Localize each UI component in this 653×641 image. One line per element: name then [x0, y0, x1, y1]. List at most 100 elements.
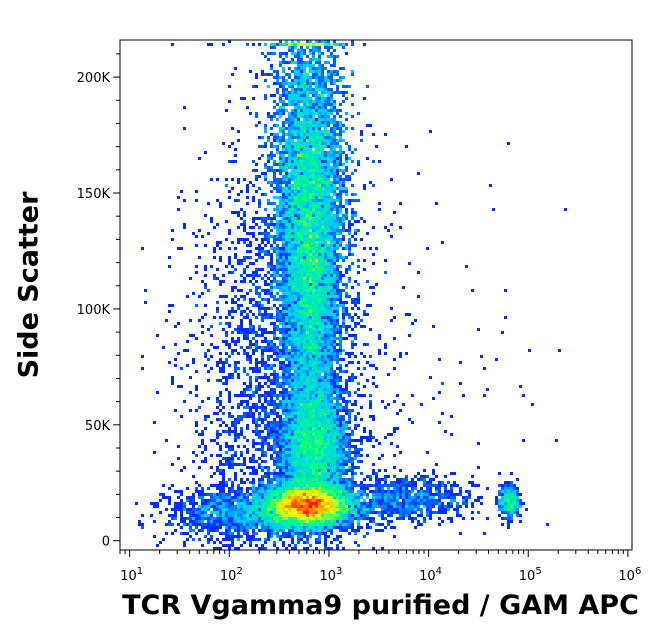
event-dot — [288, 49, 291, 52]
event-dot — [291, 193, 294, 196]
event-dot — [333, 127, 336, 130]
event-dot — [330, 388, 333, 391]
event-dot — [348, 253, 351, 256]
event-dot — [303, 190, 306, 193]
event-dot — [234, 160, 237, 163]
event-dot — [309, 85, 312, 88]
event-dot — [324, 193, 327, 196]
event-dot — [303, 271, 306, 274]
event-dot — [342, 421, 345, 424]
event-dot — [330, 100, 333, 103]
event-dot — [291, 385, 294, 388]
event-dot — [264, 283, 267, 286]
event-dot — [294, 475, 297, 478]
event-dot — [291, 415, 294, 418]
event-dot — [276, 244, 279, 247]
event-dot — [324, 139, 327, 142]
event-dot — [231, 430, 234, 433]
event-dot — [336, 427, 339, 430]
event-dot — [318, 385, 321, 388]
event-dot — [297, 436, 300, 439]
event-dot — [315, 103, 318, 106]
event-dot — [279, 463, 282, 466]
event-dot — [246, 292, 249, 295]
event-dot — [189, 376, 192, 379]
event-dot — [282, 340, 285, 343]
event-dot — [390, 235, 393, 238]
event-dot — [261, 247, 264, 250]
event-dot — [312, 406, 315, 409]
event-dot — [342, 442, 345, 445]
event-dot — [309, 337, 312, 340]
event-dot — [294, 445, 297, 448]
event-dot — [297, 193, 300, 196]
event-dot — [375, 385, 378, 388]
event-dot — [318, 475, 321, 478]
event-dot — [273, 172, 276, 175]
event-dot — [303, 178, 306, 181]
event-dot — [288, 136, 291, 139]
event-dot — [285, 487, 288, 490]
event-dot — [309, 439, 312, 442]
event-dot — [297, 85, 300, 88]
event-dot — [318, 433, 321, 436]
event-dot — [297, 229, 300, 232]
event-dot — [309, 211, 312, 214]
event-dot — [264, 217, 267, 220]
event-dot — [288, 268, 291, 271]
event-dot — [333, 313, 336, 316]
event-dot — [264, 451, 267, 454]
event-dot — [291, 130, 294, 133]
event-dot — [303, 340, 306, 343]
event-dot — [378, 202, 381, 205]
event-dot — [291, 463, 294, 466]
event-dot — [372, 382, 375, 385]
event-dot — [345, 193, 348, 196]
event-dot — [318, 358, 321, 361]
event-dot — [315, 247, 318, 250]
event-dot — [387, 433, 390, 436]
event-dot — [267, 253, 270, 256]
event-dot — [294, 328, 297, 331]
event-dot — [285, 163, 288, 166]
event-dot — [270, 397, 273, 400]
event-dot — [522, 439, 525, 442]
event-dot — [333, 418, 336, 421]
event-dot — [240, 313, 243, 316]
event-dot — [297, 82, 300, 85]
event-dot — [312, 247, 315, 250]
event-dot — [408, 313, 411, 316]
event-dot — [321, 94, 324, 97]
event-dot — [363, 427, 366, 430]
event-dot — [366, 436, 369, 439]
event-dot — [231, 160, 234, 163]
event-dot — [336, 355, 339, 358]
event-dot — [270, 223, 273, 226]
event-dot — [327, 115, 330, 118]
event-dot — [327, 184, 330, 187]
event-dot — [264, 316, 267, 319]
event-dot — [312, 220, 315, 223]
event-dot — [297, 196, 300, 199]
event-dot — [282, 235, 285, 238]
event-dot — [504, 289, 507, 292]
event-dot — [318, 277, 321, 280]
event-dot — [312, 430, 315, 433]
event-dot — [300, 256, 303, 259]
event-dot — [240, 391, 243, 394]
event-dot — [279, 430, 282, 433]
event-dot — [369, 415, 372, 418]
event-dot — [318, 388, 321, 391]
event-dot — [282, 106, 285, 109]
event-dot — [297, 109, 300, 112]
event-dot — [219, 205, 222, 208]
event-dot — [300, 46, 303, 49]
event-dot — [231, 271, 234, 274]
event-dot — [297, 139, 300, 142]
event-dot — [309, 403, 312, 406]
event-dot — [339, 463, 342, 466]
event-dot — [264, 253, 267, 256]
event-dot — [282, 370, 285, 373]
event-dot — [321, 379, 324, 382]
event-dot — [306, 409, 309, 412]
